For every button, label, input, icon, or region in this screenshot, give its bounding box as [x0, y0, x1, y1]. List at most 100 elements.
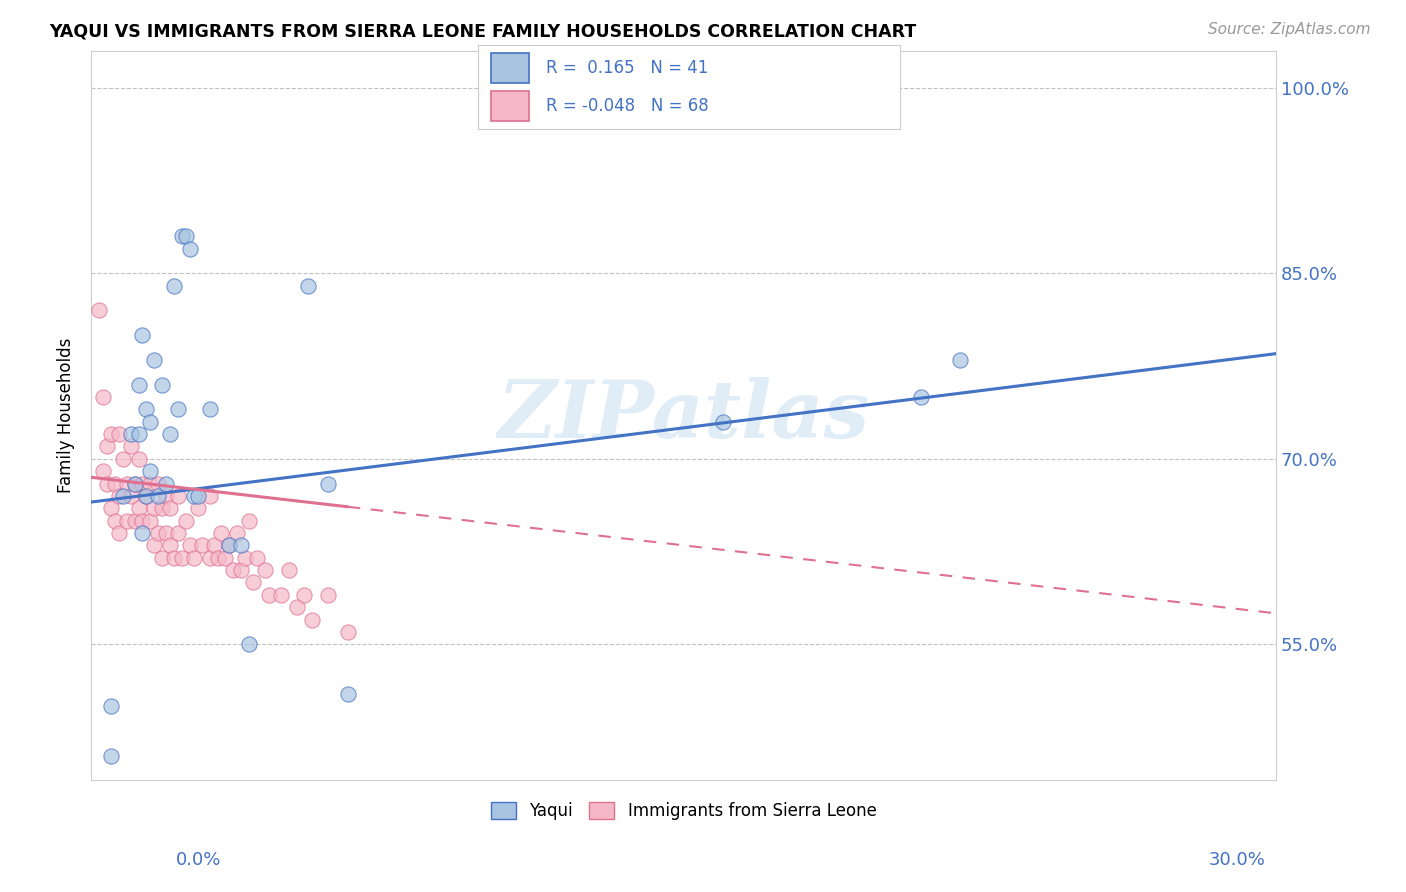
Point — [107, 526, 129, 541]
Point — [91, 390, 114, 404]
Point — [163, 550, 186, 565]
Text: ZIPatlas: ZIPatlas — [498, 376, 870, 454]
Point — [238, 637, 260, 651]
Point — [949, 352, 972, 367]
Point — [128, 427, 150, 442]
Point — [155, 526, 177, 541]
Point — [131, 328, 153, 343]
Point — [143, 501, 166, 516]
Point — [107, 489, 129, 503]
Point — [100, 699, 122, 714]
Point — [170, 229, 193, 244]
Point — [120, 439, 142, 453]
Point — [135, 402, 157, 417]
Point — [159, 538, 181, 552]
Point — [198, 550, 221, 565]
Point — [159, 501, 181, 516]
Point — [148, 489, 170, 503]
Text: Source: ZipAtlas.com: Source: ZipAtlas.com — [1208, 22, 1371, 37]
Point — [163, 278, 186, 293]
Point — [124, 476, 146, 491]
Point — [111, 451, 134, 466]
Point — [218, 538, 240, 552]
Point — [120, 489, 142, 503]
Y-axis label: Family Households: Family Households — [58, 338, 75, 493]
Point — [242, 575, 264, 590]
Point — [148, 476, 170, 491]
Point — [87, 303, 110, 318]
Point — [285, 600, 308, 615]
Point — [128, 377, 150, 392]
Point — [96, 476, 118, 491]
Point — [124, 514, 146, 528]
Text: R =  0.165   N = 41: R = 0.165 N = 41 — [546, 59, 707, 77]
Point — [96, 439, 118, 453]
Point — [246, 550, 269, 565]
Point — [128, 451, 150, 466]
Point — [211, 526, 233, 541]
Point — [294, 588, 316, 602]
Point — [316, 588, 339, 602]
Point — [107, 427, 129, 442]
Text: YAQUI VS IMMIGRANTS FROM SIERRA LEONE FAMILY HOUSEHOLDS CORRELATION CHART: YAQUI VS IMMIGRANTS FROM SIERRA LEONE FA… — [49, 22, 917, 40]
Point — [143, 352, 166, 367]
Point — [231, 538, 253, 552]
Point — [202, 538, 225, 552]
Point — [115, 476, 138, 491]
Point — [253, 563, 276, 577]
Point — [179, 242, 201, 256]
Point — [150, 377, 173, 392]
Point — [190, 538, 212, 552]
Point — [257, 588, 280, 602]
Text: 30.0%: 30.0% — [1209, 851, 1265, 869]
Point — [150, 501, 173, 516]
Legend: Yaqui, Immigrants from Sierra Leone: Yaqui, Immigrants from Sierra Leone — [484, 795, 883, 827]
Point — [131, 514, 153, 528]
Point — [170, 550, 193, 565]
Point — [187, 489, 209, 503]
Point — [131, 476, 153, 491]
Point — [174, 514, 197, 528]
Point — [139, 476, 162, 491]
Point — [297, 278, 319, 293]
Point — [179, 538, 201, 552]
Bar — [491, 54, 529, 83]
Point — [135, 489, 157, 503]
Point — [174, 229, 197, 244]
Point — [218, 538, 240, 552]
Point — [120, 427, 142, 442]
Point — [124, 476, 146, 491]
Point — [100, 427, 122, 442]
Point — [711, 415, 734, 429]
Point — [233, 550, 256, 565]
Point — [183, 489, 205, 503]
Point — [91, 464, 114, 478]
Point — [100, 501, 122, 516]
Text: R = -0.048   N = 68: R = -0.048 N = 68 — [546, 97, 709, 115]
Point — [301, 613, 323, 627]
Point — [316, 476, 339, 491]
Point — [148, 526, 170, 541]
Point — [155, 489, 177, 503]
Point — [187, 501, 209, 516]
Point — [111, 489, 134, 503]
Point — [231, 563, 253, 577]
Point — [104, 514, 127, 528]
Point — [143, 538, 166, 552]
Bar — [491, 91, 529, 120]
Point — [167, 526, 190, 541]
Point — [100, 748, 122, 763]
Point — [336, 624, 359, 639]
Point — [167, 402, 190, 417]
Point — [198, 402, 221, 417]
Point — [226, 526, 249, 541]
Point — [159, 427, 181, 442]
Point — [167, 489, 190, 503]
Point — [214, 550, 236, 565]
Point — [336, 687, 359, 701]
Point — [238, 514, 260, 528]
Text: 0.0%: 0.0% — [176, 851, 221, 869]
Point — [270, 588, 292, 602]
Point — [115, 514, 138, 528]
Point — [139, 415, 162, 429]
